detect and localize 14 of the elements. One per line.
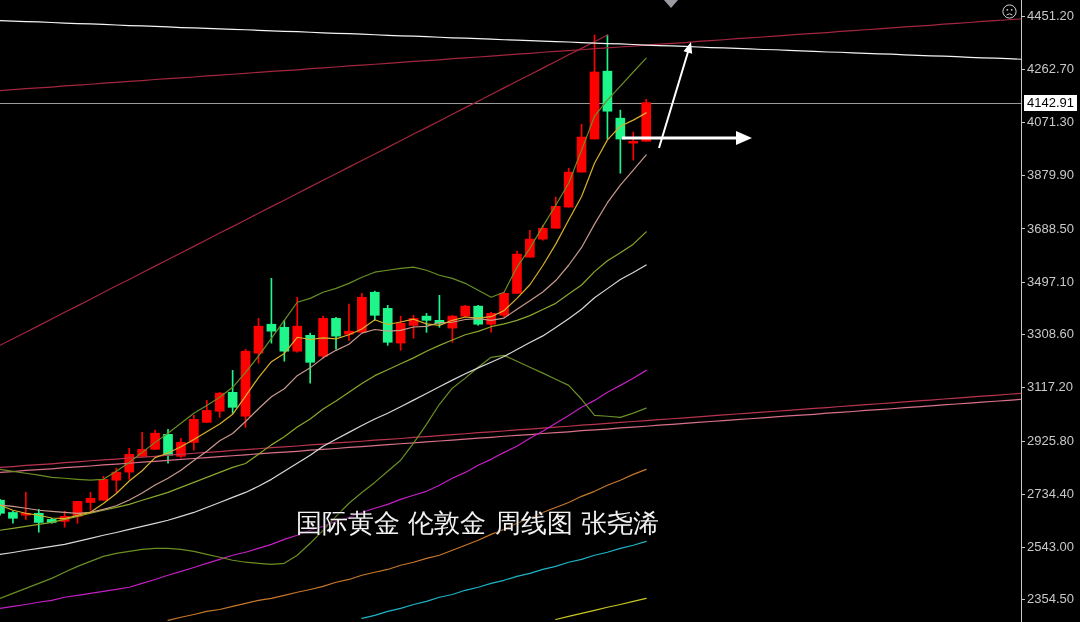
y-tick-label: 3879.90 <box>1027 167 1074 183</box>
y-tick-label: 4451.20 <box>1027 8 1074 24</box>
y-tick-label: 4071.30 <box>1027 114 1074 130</box>
y-tick-label: 3497.10 <box>1027 273 1074 289</box>
candlestick <box>628 131 639 161</box>
y-tick-label: 2925.80 <box>1027 432 1074 448</box>
ref-line-label: 4142.91 <box>1027 95 1074 111</box>
y-tick-label: 3688.50 <box>1027 220 1074 236</box>
y-tick-label: 2543.00 <box>1027 539 1074 555</box>
y-tick-label: 2354.50 <box>1027 591 1074 607</box>
y-tick-label: 3308.60 <box>1027 326 1074 342</box>
y-tick-label: 4262.70 <box>1027 60 1074 76</box>
y-tick-label: 2734.40 <box>1027 485 1074 501</box>
y-tick-label: 3117.20 <box>1027 379 1074 395</box>
